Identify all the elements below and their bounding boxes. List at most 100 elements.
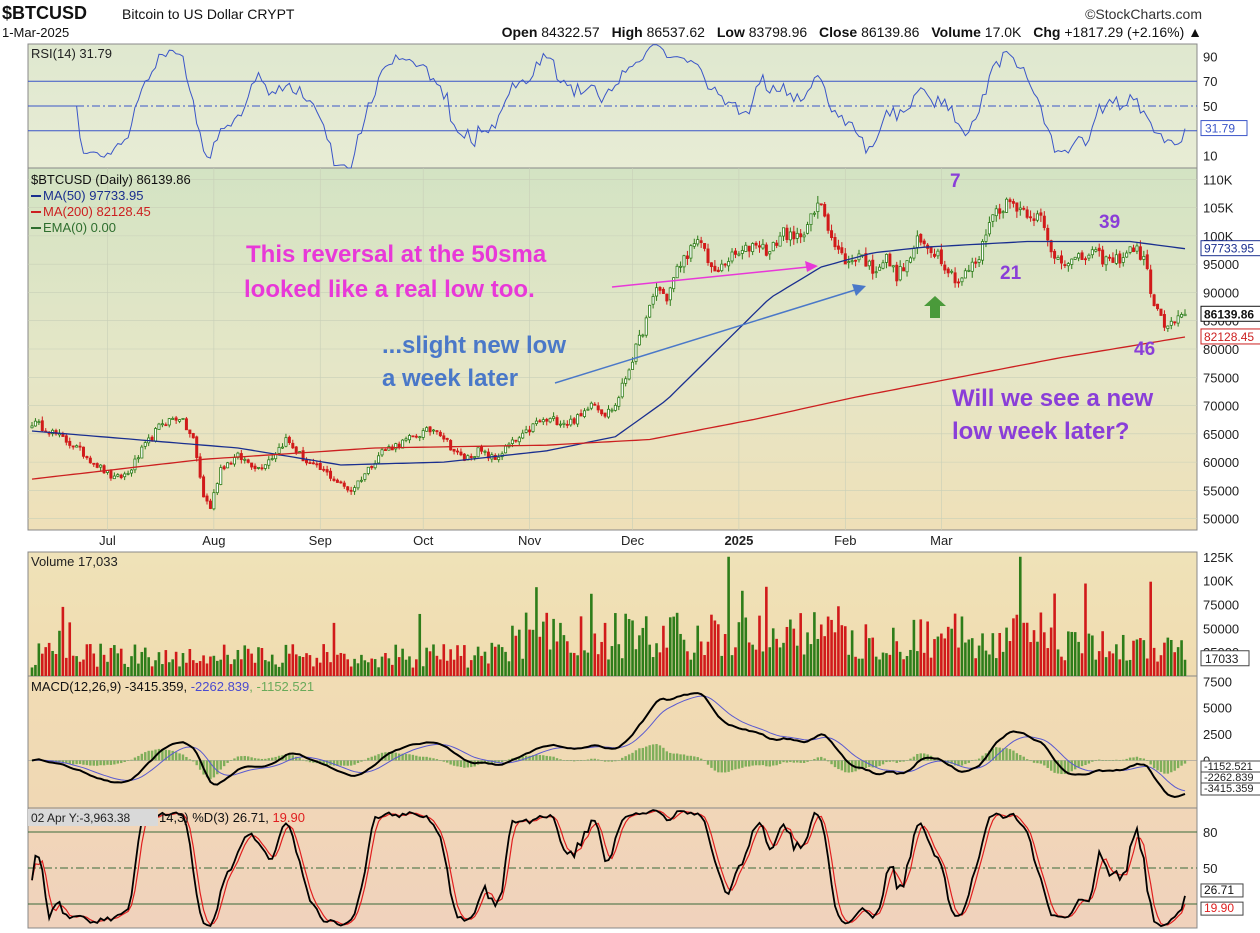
volume-bar [902, 659, 905, 676]
candle-body [1108, 256, 1112, 259]
candle-body [1183, 313, 1187, 317]
macd-hist-bar [1073, 760, 1077, 770]
volume-bar [1121, 634, 1125, 676]
volume-bar [569, 652, 573, 676]
stoch-tooltip-bg [28, 809, 158, 826]
macd-hist-bar [497, 760, 500, 763]
candle-body [761, 243, 765, 249]
volume-bar [943, 638, 947, 676]
macd-hist-bar [823, 758, 826, 761]
volume-bar [912, 619, 916, 676]
rsi-tick-label: 70 [1203, 74, 1217, 89]
candle-body [178, 419, 182, 422]
brand-label[interactable]: ©StockCharts.com [1085, 6, 1202, 22]
macd-hist-bar [960, 760, 964, 766]
macd-hist-bar [171, 750, 174, 761]
macd-hist-bar [1156, 760, 1159, 771]
macd-hist-bar [466, 760, 470, 768]
volume-bar [130, 656, 133, 676]
volume-bar [353, 658, 356, 676]
candle-body [919, 233, 923, 243]
candle-body [1049, 240, 1053, 253]
volume-bar [349, 666, 353, 676]
macd-tick-label: 5000 [1203, 701, 1232, 716]
candle-body [1094, 249, 1098, 252]
candle-body [826, 214, 830, 231]
green-up-arrow-icon [924, 296, 946, 318]
macd-hist-bar [446, 760, 449, 763]
volume-bar [439, 659, 442, 676]
candle-body [802, 234, 806, 238]
volume-bar [174, 651, 178, 676]
macd-hist-bar [648, 745, 651, 761]
macd-hist-bar [322, 760, 325, 765]
volume-bar [813, 612, 816, 676]
volume-bar [874, 656, 878, 676]
candle-body [634, 343, 638, 362]
candle-body [1125, 252, 1129, 258]
volume-bar [89, 644, 92, 676]
volume-bar [991, 633, 995, 676]
volume-bar [147, 657, 150, 676]
volume-bar [593, 633, 597, 676]
symbol-title: $BTCUSD [2, 3, 88, 23]
volume-bar [260, 648, 264, 676]
stoch-legend-part: 19.90 [272, 810, 305, 825]
macd-hist-bar [301, 759, 305, 761]
macd-hist-bar [1067, 760, 1070, 774]
volume-bar [892, 627, 895, 676]
volume-bar [940, 633, 943, 676]
candle-body [318, 463, 322, 470]
volume-bar [65, 657, 68, 676]
candle-body [1121, 257, 1125, 263]
macd-hist-bar [675, 753, 679, 761]
macd-hist-bar [638, 748, 641, 761]
volume-bar [373, 659, 377, 676]
macd-hist-bar [538, 755, 542, 761]
annotation-question-line1: Will we see a new [952, 385, 1154, 412]
macd-hist-bar [298, 757, 301, 761]
volume-bar [126, 667, 130, 676]
volume-bar [806, 632, 809, 676]
candle-body [476, 447, 480, 458]
macd-hist-bar [78, 760, 82, 764]
candle-body [850, 260, 854, 263]
volume-bar [919, 619, 923, 676]
annotation-question-line2: low week later? [952, 418, 1129, 445]
volume-bar [922, 652, 926, 676]
candle-body [232, 457, 236, 465]
macd-hist-bar [981, 755, 984, 761]
candle-body [37, 421, 41, 424]
price-tick-label: 90000 [1203, 285, 1239, 300]
volume-bar [603, 622, 607, 676]
volume-bar [765, 586, 768, 676]
candle-body [1042, 215, 1046, 228]
macd-hist-bar [1070, 760, 1073, 772]
candle-body [589, 402, 593, 409]
volume-bar [545, 612, 549, 676]
volume-bar [428, 651, 432, 676]
macd-hist-bar [847, 760, 850, 773]
macd-hist-bar [905, 760, 909, 761]
volume-bar [1173, 652, 1177, 676]
volume-bar [240, 659, 243, 676]
macd-hist-bar [305, 760, 308, 762]
volume-bar [1091, 635, 1094, 676]
volume-bar [123, 663, 126, 676]
macd-hist-bar [212, 760, 216, 778]
chg-value: +1817.29 (+2.16%) [1064, 24, 1185, 40]
candle-body [582, 410, 586, 417]
candle-body [452, 448, 456, 452]
volume-bar [953, 613, 957, 676]
volume-bar [1183, 659, 1187, 676]
volume-bar [445, 660, 449, 676]
volume-bar [178, 666, 181, 676]
candle-body [123, 473, 127, 478]
macd-hist-bar [1118, 760, 1122, 761]
volume-bar [119, 648, 123, 676]
volume-bar [34, 664, 37, 676]
volume-bar [113, 645, 116, 676]
volume-bar [109, 647, 113, 676]
macd-hist-bar [566, 760, 569, 761]
volume-bar [929, 657, 933, 676]
